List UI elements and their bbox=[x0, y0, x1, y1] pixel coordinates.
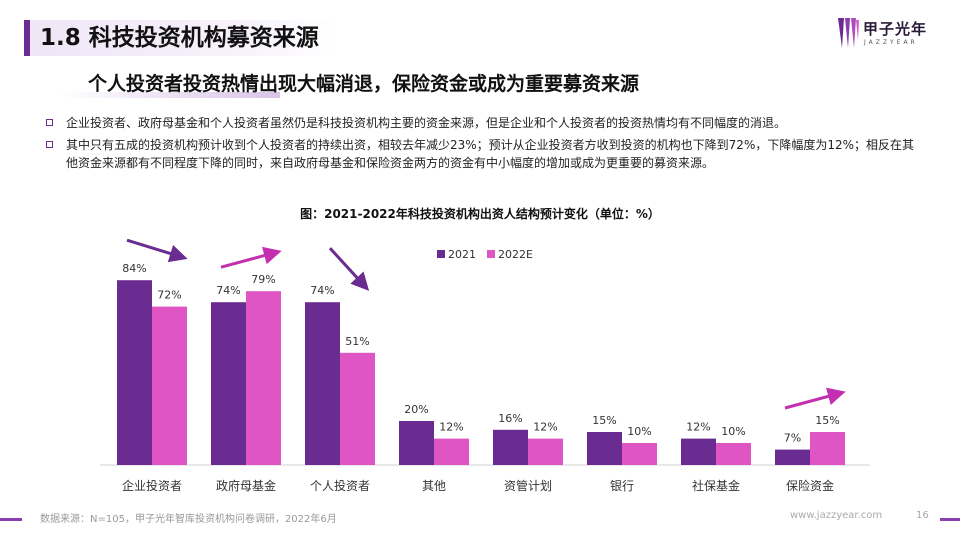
bar-value-label: 74% bbox=[216, 284, 240, 297]
category-label: 政府母基金 bbox=[216, 478, 276, 493]
bar-2021 bbox=[681, 438, 716, 465]
bar-value-label: 12% bbox=[533, 421, 557, 434]
category-label: 社保基金 bbox=[692, 478, 740, 493]
bar-2022E bbox=[152, 306, 187, 465]
trend-arrow-icon bbox=[784, 387, 846, 410]
bar-2021 bbox=[399, 421, 434, 465]
bar-value-label: 10% bbox=[627, 425, 651, 438]
legend-swatch bbox=[487, 250, 495, 258]
page-title: 1.8 科技投资机构募资来源 bbox=[40, 25, 319, 51]
bar-value-label: 84% bbox=[122, 262, 146, 275]
page-number: 16 bbox=[916, 510, 929, 521]
bar-value-label: 12% bbox=[439, 421, 463, 434]
bullet-text: 企业投资者、政府母基金和个人投资者虽然仍是科技投资机构主要的资金来源，但是企业和… bbox=[66, 116, 787, 130]
logo-mark-icon bbox=[838, 18, 859, 48]
logo-tagline: JAZZYEAR bbox=[864, 39, 918, 46]
bar-2021 bbox=[775, 449, 810, 465]
category-label: 资管计划 bbox=[504, 478, 552, 493]
category-label: 其他 bbox=[422, 479, 446, 493]
bar-2022E bbox=[622, 443, 657, 465]
bar-2022E bbox=[528, 438, 563, 465]
bar-2021 bbox=[587, 432, 622, 465]
chart-title: 图：2021-2022年科技投资机构出资人结构预计变化（单位：%） bbox=[300, 207, 660, 221]
footer-accent-right bbox=[940, 518, 960, 521]
bar-2021 bbox=[493, 429, 528, 465]
logo-name: 甲子光年 bbox=[863, 20, 928, 38]
bar-2022E bbox=[434, 438, 469, 465]
bar-2021 bbox=[305, 302, 340, 465]
subtitle-block: 个人投资者投资热情出现大幅消退，保险资金或成为重要募资来源 bbox=[60, 70, 720, 100]
bullet-text: 其中只有五成的投资机构预计收到个人投资者的持续出资，相较去年减少23%；预计从企… bbox=[66, 138, 915, 170]
category-label: 企业投资者 bbox=[122, 478, 182, 493]
bar-2022E bbox=[340, 352, 375, 465]
legend-label: 2022E bbox=[498, 248, 533, 261]
trend-arrow-icon bbox=[328, 247, 370, 291]
data-source: 数据来源：N=105，甲子光年智库投资机构问卷调研，2022年6月 bbox=[40, 514, 337, 525]
trend-arrow-icon bbox=[220, 246, 282, 269]
bar-value-label: 12% bbox=[686, 421, 710, 434]
trend-arrow-icon bbox=[126, 238, 188, 263]
bar-value-label: 74% bbox=[310, 284, 334, 297]
category-label: 保险资金 bbox=[786, 478, 834, 493]
title-background bbox=[30, 20, 336, 56]
bar-value-label: 15% bbox=[815, 414, 839, 427]
bar-2022E bbox=[810, 432, 845, 465]
category-label: 个人投资者 bbox=[310, 478, 370, 493]
bullet-square-icon bbox=[46, 119, 53, 126]
legend-swatch bbox=[437, 250, 445, 258]
bullet-item: 其中只有五成的投资机构预计收到个人投资者的持续出资，相较去年减少23%；预计从企… bbox=[44, 136, 924, 172]
bar-2021 bbox=[211, 302, 246, 465]
category-label: 银行 bbox=[610, 479, 634, 493]
bar-value-label: 15% bbox=[592, 414, 616, 427]
bar-value-label: 16% bbox=[498, 412, 522, 425]
title-accent-bar bbox=[24, 20, 30, 56]
bullet-list: 企业投资者、政府母基金和个人投资者虽然仍是科技投资机构主要的资金来源，但是企业和… bbox=[44, 114, 924, 176]
bar-value-label: 7% bbox=[784, 432, 801, 445]
legend-label: 2021 bbox=[448, 248, 476, 261]
bar-2021 bbox=[117, 280, 152, 465]
footer-accent-left bbox=[0, 518, 22, 521]
bullet-square-icon bbox=[46, 141, 53, 148]
website-link[interactable]: www.jazzyear.com bbox=[790, 510, 883, 521]
bar-2022E bbox=[246, 291, 281, 465]
brand-logo: 甲子光年 JAZZYEAR bbox=[836, 14, 946, 54]
bar-value-label: 79% bbox=[251, 273, 275, 286]
bar-value-label: 20% bbox=[404, 403, 428, 416]
bar-value-label: 10% bbox=[721, 425, 745, 438]
bar-2022E bbox=[716, 443, 751, 465]
subtitle-underline bbox=[60, 92, 280, 98]
bullet-item: 企业投资者、政府母基金和个人投资者虽然仍是科技投资机构主要的资金来源，但是企业和… bbox=[44, 114, 924, 132]
page-subtitle: 个人投资者投资热情出现大幅消退，保险资金或成为重要募资来源 bbox=[88, 73, 640, 95]
bar-value-label: 51% bbox=[345, 335, 369, 348]
bar-value-label: 72% bbox=[157, 289, 181, 302]
